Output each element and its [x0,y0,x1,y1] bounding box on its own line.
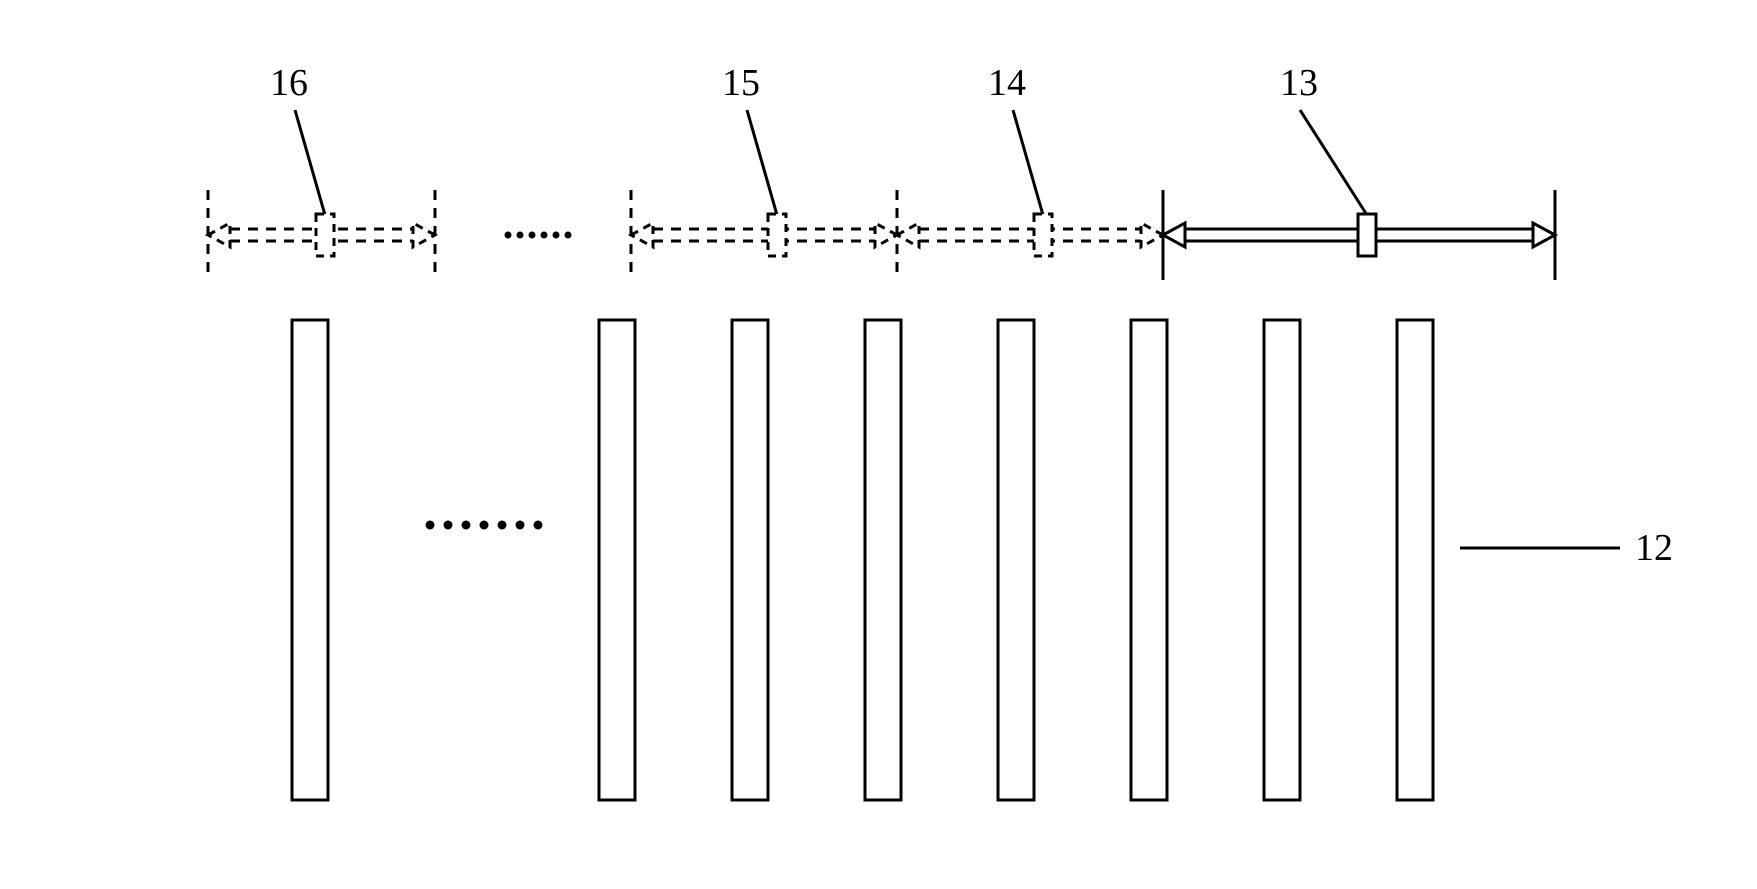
fin-1 [599,320,635,800]
label-n15: 15 [722,62,777,215]
dim-15 [631,190,897,280]
dim-ellipsis [505,232,572,239]
label-text-n13: 13 [1280,62,1318,104]
label-n13: 13 [1280,62,1367,215]
label-text-n15: 15 [722,62,760,104]
fin-6 [1264,320,1300,800]
fin-4 [998,320,1034,800]
fin-5 [1131,320,1167,800]
label-text-n12: 12 [1635,527,1673,569]
dim-14-marker [1034,214,1052,256]
fin-7 [1397,320,1433,800]
label-n12: 12 [1460,527,1673,569]
fin-2 [732,320,768,800]
label-text-n16: 16 [270,62,308,104]
fin-ellipsis [426,521,543,530]
fins [292,320,1433,800]
diagram-svg: 16 15 14 13 12 [0,0,1757,889]
dim-16-marker [316,214,334,256]
dim-13-marker [1358,214,1376,256]
label-text-n14: 14 [988,62,1026,104]
fin-3 [865,320,901,800]
labels: 16 15 14 13 12 [270,62,1673,569]
fin-0 [292,320,328,800]
dim-14 [897,190,1163,280]
dim-15-marker [768,214,786,256]
label-n14: 14 [988,62,1043,215]
label-n16: 16 [270,62,325,215]
